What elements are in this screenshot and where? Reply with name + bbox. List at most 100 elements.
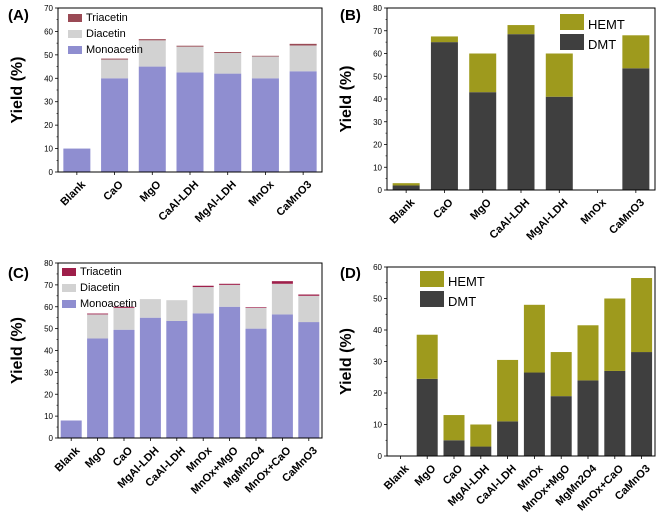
legend-swatch-monoacetin <box>68 46 82 54</box>
bar-triacetin-mgo <box>138 39 166 41</box>
bar-diacetin-mnox+cao <box>271 283 293 315</box>
category-label: Blank <box>382 462 412 492</box>
bar-hemt-mgmn2o4 <box>577 325 599 381</box>
bar-hemt-cao <box>430 36 458 43</box>
legend-swatch-diacetin <box>62 284 76 292</box>
bar-hemt-mgo <box>469 53 497 93</box>
bar-monoacetin-mnox <box>192 313 214 438</box>
bar-monoacetin-mgo <box>87 338 109 438</box>
bar-monoacetin-cao <box>113 329 135 438</box>
bar-hemt-mnox+mgo <box>550 352 572 397</box>
bar-hemt-mgal-ldh <box>545 53 573 97</box>
y-axis-label: Yield (%) <box>338 66 355 133</box>
bar-monoacetin-caal-ldh <box>166 320 188 438</box>
bar-dmt-mgo <box>416 378 438 456</box>
bar-monoacetin-mgmn2o4 <box>245 328 267 438</box>
bar-monoacetin-camno3 <box>289 71 317 172</box>
bar-monoacetin-mgal-ldh <box>139 317 161 438</box>
category-label: Blank <box>388 196 418 226</box>
category-label: MnOx <box>579 196 610 227</box>
y-tick-label: 40 <box>373 95 382 104</box>
bar-triacetin-camno3 <box>289 43 317 46</box>
bar-hemt-caal-ldh <box>507 25 535 35</box>
bar-hemt-mnox+cao <box>604 298 626 371</box>
bar-diacetin-mnox+mgo <box>219 284 241 307</box>
panel-label: (C) <box>8 265 29 282</box>
bar-monoacetin-mgo <box>138 66 166 172</box>
bar-hemt-mgo <box>416 334 438 379</box>
bar-diacetin-cao <box>101 59 129 79</box>
legend-label: Triacetin <box>86 12 128 24</box>
legend-label: Monoacetin <box>86 44 143 56</box>
y-tick-label: 10 <box>44 412 53 421</box>
y-tick-label: 20 <box>44 121 53 130</box>
bar-diacetin-mgal-ldh <box>214 52 242 74</box>
y-tick-label: 20 <box>373 389 382 398</box>
legend-swatch-dmt <box>420 291 444 307</box>
legend-label: Diacetin <box>80 282 120 294</box>
category-label: MgO <box>468 196 494 222</box>
y-axis-label: Yield (%) <box>9 57 26 124</box>
category-label: CaO <box>101 178 126 203</box>
y-tick-label: 30 <box>44 368 53 377</box>
y-tick-label: 60 <box>373 50 382 59</box>
y-tick-label: 50 <box>44 51 53 60</box>
bar-triacetin-mnox+mgo <box>219 283 241 285</box>
legend-label: Diacetin <box>86 28 126 40</box>
y-tick-label: 40 <box>44 74 53 83</box>
bar-diacetin-caal-ldh <box>176 46 204 73</box>
y-tick-label: 50 <box>44 325 53 334</box>
y-axis-label: Yield (%) <box>9 317 26 384</box>
bar-dmt-mgal-ldh <box>470 446 492 456</box>
legend-label: Triacetin <box>80 266 122 278</box>
panel-label: (D) <box>340 265 361 282</box>
legend: HEMT DMT <box>420 271 485 309</box>
y-tick-label: 60 <box>373 263 382 272</box>
y-tick-label: 70 <box>44 281 53 290</box>
y-tick-label: 0 <box>378 452 383 461</box>
bar-dmt-mnox+mgo <box>550 396 572 456</box>
bar-monoacetin-mgal-ldh <box>214 73 242 172</box>
y-tick-label: 80 <box>373 4 382 13</box>
bar-monoacetin-mnox <box>251 78 279 172</box>
y-tick-label: 30 <box>373 118 382 127</box>
legend-swatch-triacetin <box>62 268 76 276</box>
bar-diacetin-mgmn2o4 <box>245 307 267 329</box>
bar-hemt-mgal-ldh <box>470 424 492 447</box>
bar-hemt-mnox <box>523 304 545 373</box>
legend-swatch-hemt <box>560 14 584 30</box>
category-label: Blank <box>53 444 83 474</box>
category-label: CaMnO3 <box>607 197 647 237</box>
bar-hemt-cao <box>443 415 465 441</box>
bar-hemt-camno3 <box>631 278 653 353</box>
bar-dmt-mgmn2o4 <box>577 380 599 456</box>
y-axis-label: Yield (%) <box>338 328 355 395</box>
bar-diacetin-mgal-ldh <box>139 299 161 318</box>
y-tick-label: 30 <box>44 98 53 107</box>
legend: Triacetin Diacetin Monoacetin <box>62 266 137 310</box>
bar-triacetin-caal-ldh <box>176 45 204 47</box>
legend-label: DMT <box>448 294 476 309</box>
category-label: MgO <box>413 462 439 488</box>
legend-swatch-triacetin <box>68 14 82 22</box>
y-tick-label: 60 <box>44 27 53 36</box>
bar-monoacetin-mnox+cao <box>271 314 293 438</box>
category-label: MgO <box>138 178 164 204</box>
category-label: CaMnO3 <box>274 179 314 219</box>
legend-label: HEMT <box>448 274 485 289</box>
y-tick-label: 30 <box>373 358 382 367</box>
y-tick-label: 0 <box>378 186 383 195</box>
y-tick-label: 60 <box>44 303 53 312</box>
bar-triacetin-mnox <box>192 285 214 288</box>
bar-diacetin-mnox <box>192 287 214 314</box>
y-tick-label: 10 <box>373 421 382 430</box>
bar-dmt-cao <box>443 440 465 456</box>
legend-label: Monoacetin <box>80 298 137 310</box>
bar-triacetin-cao <box>101 58 129 60</box>
bar-triacetin-cao <box>113 306 135 308</box>
category-label: Blank <box>58 178 88 208</box>
bar-triacetin-mnox <box>251 55 279 57</box>
y-tick-label: 0 <box>49 168 54 177</box>
bar-diacetin-mgo <box>138 40 166 67</box>
